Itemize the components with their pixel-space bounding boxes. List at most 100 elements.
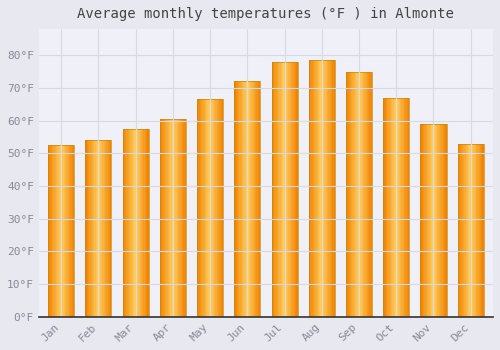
- Bar: [363, 71, 364, 317]
- Bar: [172, 119, 173, 317]
- Bar: [164, 119, 165, 317]
- Bar: [214, 99, 216, 317]
- Bar: [272, 62, 297, 317]
- Bar: [255, 81, 256, 317]
- Bar: [180, 119, 182, 317]
- Bar: [173, 119, 174, 317]
- Title: Average monthly temperatures (°F ) in Almonte: Average monthly temperatures (°F ) in Al…: [78, 7, 454, 21]
- Bar: [106, 140, 108, 317]
- Bar: [364, 71, 366, 317]
- Bar: [358, 71, 359, 317]
- Bar: [234, 81, 236, 317]
- Bar: [110, 140, 112, 317]
- Bar: [350, 71, 351, 317]
- Bar: [48, 145, 74, 317]
- Bar: [404, 98, 406, 317]
- Bar: [101, 140, 102, 317]
- Bar: [178, 119, 180, 317]
- Bar: [355, 71, 356, 317]
- Bar: [174, 119, 176, 317]
- Bar: [384, 98, 386, 317]
- Bar: [216, 99, 218, 317]
- Bar: [327, 60, 328, 317]
- Bar: [122, 129, 124, 317]
- Bar: [367, 71, 368, 317]
- Bar: [422, 124, 423, 317]
- Bar: [420, 124, 422, 317]
- Bar: [470, 144, 472, 317]
- Bar: [424, 124, 426, 317]
- Bar: [319, 60, 320, 317]
- Bar: [220, 99, 222, 317]
- Bar: [234, 81, 260, 317]
- Bar: [406, 98, 408, 317]
- Bar: [468, 144, 469, 317]
- Bar: [160, 119, 161, 317]
- Bar: [427, 124, 428, 317]
- Bar: [331, 60, 332, 317]
- Bar: [328, 60, 330, 317]
- Bar: [314, 60, 316, 317]
- Bar: [138, 129, 140, 317]
- Bar: [436, 124, 438, 317]
- Bar: [142, 129, 144, 317]
- Bar: [356, 71, 358, 317]
- Bar: [434, 124, 435, 317]
- Bar: [474, 144, 476, 317]
- Bar: [351, 71, 352, 317]
- Bar: [166, 119, 168, 317]
- Bar: [346, 71, 348, 317]
- Bar: [90, 140, 92, 317]
- Bar: [64, 145, 65, 317]
- Bar: [240, 81, 241, 317]
- Bar: [176, 119, 177, 317]
- Bar: [394, 98, 395, 317]
- Bar: [61, 145, 62, 317]
- Bar: [246, 81, 248, 317]
- Bar: [291, 62, 292, 317]
- Bar: [218, 99, 219, 317]
- Bar: [472, 144, 474, 317]
- Bar: [330, 60, 331, 317]
- Bar: [93, 140, 94, 317]
- Bar: [460, 144, 462, 317]
- Bar: [362, 71, 363, 317]
- Bar: [463, 144, 464, 317]
- Bar: [202, 99, 203, 317]
- Bar: [420, 124, 446, 317]
- Bar: [198, 99, 200, 317]
- Bar: [481, 144, 482, 317]
- Bar: [105, 140, 106, 317]
- Bar: [466, 144, 467, 317]
- Bar: [210, 99, 212, 317]
- Bar: [250, 81, 251, 317]
- Bar: [98, 140, 100, 317]
- Bar: [400, 98, 402, 317]
- Bar: [308, 60, 310, 317]
- Bar: [480, 144, 481, 317]
- Bar: [334, 60, 335, 317]
- Bar: [140, 129, 141, 317]
- Bar: [383, 98, 384, 317]
- Bar: [284, 62, 286, 317]
- Bar: [102, 140, 104, 317]
- Bar: [324, 60, 326, 317]
- Bar: [368, 71, 370, 317]
- Bar: [50, 145, 52, 317]
- Bar: [391, 98, 392, 317]
- Bar: [86, 140, 112, 317]
- Bar: [94, 140, 96, 317]
- Bar: [370, 71, 372, 317]
- Bar: [458, 144, 483, 317]
- Bar: [201, 99, 202, 317]
- Bar: [440, 124, 442, 317]
- Bar: [310, 60, 312, 317]
- Bar: [65, 145, 66, 317]
- Bar: [280, 62, 282, 317]
- Bar: [182, 119, 184, 317]
- Bar: [162, 119, 164, 317]
- Bar: [477, 144, 478, 317]
- Bar: [390, 98, 391, 317]
- Bar: [428, 124, 430, 317]
- Bar: [251, 81, 252, 317]
